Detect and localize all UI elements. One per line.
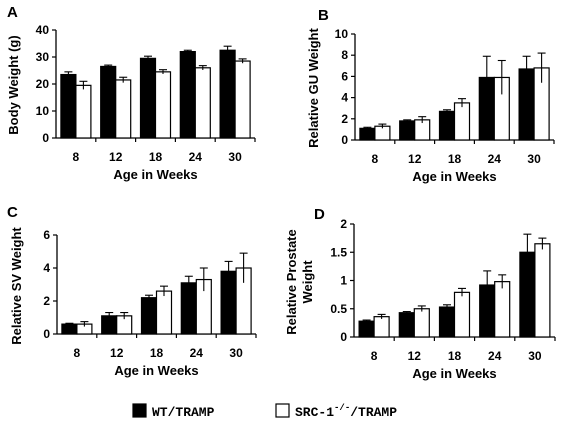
y-tick-label: 0 bbox=[341, 133, 348, 147]
bar-src1-tramp-8 bbox=[75, 84, 92, 139]
y-tick-label: 1.5 bbox=[330, 245, 347, 259]
x-tick-label: 12 bbox=[110, 346, 124, 360]
bar-wt-tramp-8 bbox=[61, 323, 78, 335]
y-tick-label: 0 bbox=[340, 330, 347, 344]
panel-label: B bbox=[318, 7, 329, 24]
bar-wt-tramp-8 bbox=[359, 127, 376, 141]
chart-panel-a: A 0 10 20 30 40 8 12 18 24 30 Age in Weeks Body Weig… bbox=[6, 4, 256, 182]
legend-label-src-superscript: -/- bbox=[334, 403, 350, 413]
y-tick-label: 10 bbox=[335, 27, 349, 41]
y-axis-title: Relative GU Weight bbox=[306, 28, 321, 148]
x-tick-label: 30 bbox=[528, 349, 542, 363]
x-tick-label: 18 bbox=[150, 346, 164, 360]
panel-label: C bbox=[7, 204, 18, 221]
x-axis-title: Age in Weeks bbox=[113, 167, 197, 182]
y-axis-title: Weight bbox=[300, 260, 315, 304]
x-tick-label: 30 bbox=[229, 346, 243, 360]
legend-swatch-src bbox=[275, 403, 290, 418]
bar-wt-tramp-18 bbox=[140, 297, 158, 335]
x-tick-label: 12 bbox=[408, 349, 422, 363]
y-tick-label: 30 bbox=[36, 50, 50, 64]
bar-src1-tramp-18 bbox=[453, 291, 471, 338]
y-tick-label: 6 bbox=[341, 69, 348, 83]
legend-label-src-base: SRC-1 bbox=[295, 405, 334, 420]
legend-swatch-wt bbox=[132, 403, 147, 418]
panel-label: D bbox=[314, 206, 325, 223]
x-tick-label: 30 bbox=[527, 152, 541, 166]
y-tick-label: 20 bbox=[36, 77, 50, 91]
x-tick-label: 12 bbox=[408, 152, 422, 166]
x-tick-label: 24 bbox=[488, 152, 502, 166]
bar-wt-tramp-12 bbox=[100, 65, 117, 139]
bar-wt-tramp-24 bbox=[179, 50, 196, 139]
x-tick-label: 30 bbox=[228, 150, 242, 164]
x-axis-title: Age in Weeks bbox=[114, 363, 198, 378]
y-tick-label: 8 bbox=[341, 48, 348, 62]
bar-wt-tramp-18 bbox=[438, 306, 456, 338]
bar-src1-tramp-30 bbox=[534, 243, 551, 338]
bar-src1-tramp-8 bbox=[373, 316, 390, 338]
x-tick-label: 8 bbox=[74, 346, 81, 360]
y-tick-label: 0 bbox=[42, 131, 49, 145]
bar-src1-tramp-12 bbox=[413, 308, 430, 338]
legend: WT/TRAMP SRC-1-/-/TRAMP bbox=[132, 403, 397, 420]
y-tick-label: 6 bbox=[43, 228, 50, 242]
y-tick-label: 2 bbox=[340, 217, 347, 231]
legend-label-wt: WT/TRAMP bbox=[152, 405, 215, 420]
bar-wt-tramp-18 bbox=[438, 110, 456, 141]
legend-label-src-suffix: /TRAMP bbox=[350, 405, 397, 420]
x-axis-title: Age in Weeks bbox=[412, 169, 496, 184]
x-tick-label: 8 bbox=[371, 349, 378, 363]
bar-wt-tramp-24 bbox=[180, 282, 197, 335]
y-tick-label: 40 bbox=[36, 23, 50, 37]
x-tick-label: 24 bbox=[189, 150, 203, 164]
bar-wt-tramp-18 bbox=[139, 57, 157, 139]
bar-src1-tramp-30 bbox=[234, 60, 251, 139]
x-tick-label: 8 bbox=[73, 150, 80, 164]
y-tick-label: 4 bbox=[43, 261, 50, 275]
y-tick-label: 1 bbox=[340, 274, 347, 288]
y-axis-title: Relative SV Weight bbox=[9, 227, 24, 345]
x-tick-label: 12 bbox=[109, 150, 123, 164]
y-tick-label: 0.5 bbox=[330, 302, 347, 316]
bar-src1-tramp-18 bbox=[453, 102, 471, 141]
x-tick-label: 8 bbox=[372, 152, 379, 166]
bar-wt-tramp-12 bbox=[399, 120, 416, 141]
y-tick-label: 0 bbox=[43, 327, 50, 341]
legend-label-src: SRC-1-/-/TRAMP bbox=[295, 403, 397, 420]
panel-label: A bbox=[7, 4, 18, 21]
bar-wt-tramp-12 bbox=[398, 312, 415, 338]
bar-wt-tramp-30 bbox=[219, 49, 236, 139]
y-tick-label: 10 bbox=[36, 104, 50, 118]
y-tick-label: 2 bbox=[43, 294, 50, 308]
bar-wt-tramp-8 bbox=[60, 73, 77, 139]
x-tick-label: 24 bbox=[190, 346, 204, 360]
x-tick-label: 18 bbox=[448, 152, 462, 166]
y-tick-label: 2 bbox=[341, 112, 348, 126]
x-tick-label: 18 bbox=[448, 349, 462, 363]
y-tick-label: 4 bbox=[341, 91, 348, 105]
x-axis-title: Age in Weeks bbox=[412, 366, 496, 381]
y-axis-title: Relative Prostate bbox=[284, 229, 299, 335]
x-tick-label: 24 bbox=[488, 349, 502, 363]
y-axis-title: Body Weight (g) bbox=[6, 35, 21, 134]
bar-wt-tramp-8 bbox=[358, 320, 375, 338]
bar-src1-tramp-18 bbox=[154, 71, 172, 139]
chart-panel-d: D 0 0.5 1 1.5 2 8 12 18 24 30 Age in Weeks Relative … bbox=[284, 206, 556, 381]
bar-src1-tramp-24 bbox=[494, 281, 511, 338]
bar-src1-tramp-24 bbox=[194, 67, 211, 139]
bar-src1-tramp-12 bbox=[115, 79, 132, 139]
x-tick-label: 18 bbox=[149, 150, 163, 164]
bar-src1-tramp-18 bbox=[155, 290, 173, 335]
